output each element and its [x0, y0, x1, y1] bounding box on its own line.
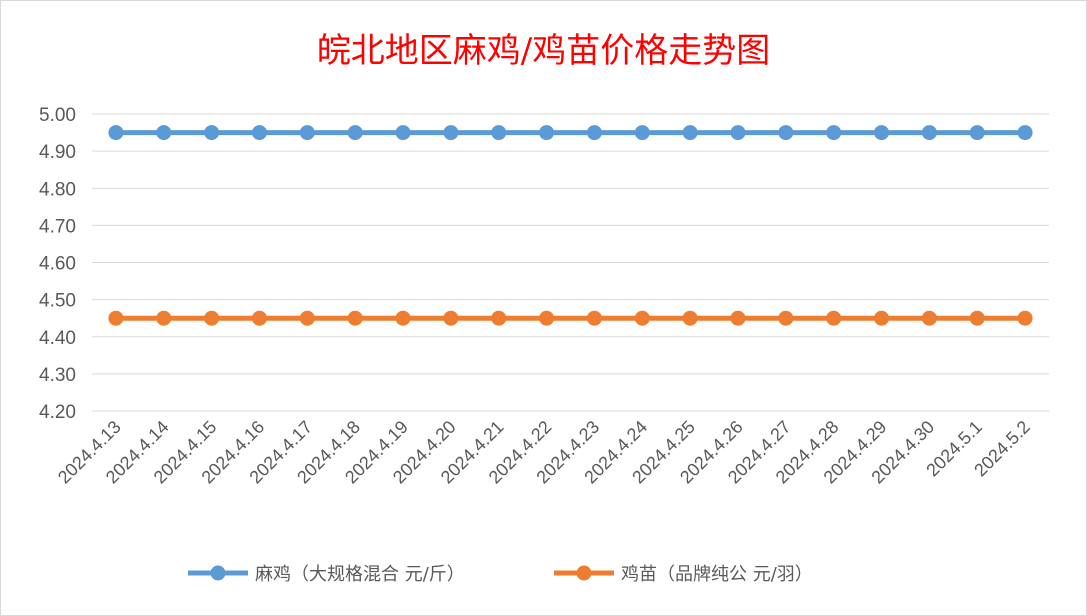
- y-tick-label: 5.00: [39, 105, 76, 126]
- data-point: [299, 310, 315, 326]
- y-tick-label: 4.90: [39, 142, 76, 163]
- x-axis-ticks: 2024.4.132024.4.142024.4.152024.4.162024…: [54, 417, 1034, 488]
- data-point: [874, 125, 890, 141]
- data-point: [778, 125, 794, 141]
- data-point: [108, 125, 124, 141]
- series-2: [108, 310, 1033, 326]
- data-point: [730, 310, 746, 326]
- legend-marker: [576, 565, 592, 581]
- legend-label: 麻鸡（大规格混合 元/斤）: [255, 564, 465, 585]
- data-point: [299, 125, 315, 141]
- data-point: [921, 125, 937, 141]
- data-point: [156, 125, 172, 141]
- series-1: [108, 125, 1033, 141]
- data-point: [491, 310, 507, 326]
- data-point: [251, 310, 267, 326]
- data-point: [826, 310, 842, 326]
- y-axis-ticks: 4.20 4.30 4.40 4.50 4.60 4.70 4.80 4.90 5.00: [39, 105, 76, 423]
- y-tick-label: 4.70: [39, 216, 76, 237]
- data-point: [156, 310, 172, 326]
- data-point: [969, 310, 985, 326]
- data-point: [969, 125, 985, 141]
- y-tick-label: 4.20: [39, 402, 76, 423]
- y-tick-label: 4.60: [39, 254, 76, 275]
- data-point: [251, 125, 267, 141]
- data-point: [395, 125, 411, 141]
- data-point: [730, 125, 746, 141]
- gridlines: [92, 113, 1049, 412]
- data-point: [921, 310, 937, 326]
- data-point: [108, 310, 124, 326]
- legend-marker: [210, 565, 226, 581]
- data-point: [491, 125, 507, 141]
- y-tick-label: 4.50: [39, 291, 76, 312]
- legend-item: 鸡苗（品牌纯公 元/羽）: [554, 564, 813, 585]
- y-tick-label: 4.30: [39, 365, 76, 386]
- data-point: [1017, 125, 1033, 141]
- chart-title: 皖北地区麻鸡/鸡苗价格走势图: [316, 31, 771, 71]
- legend: 麻鸡（大规格混合 元/斤） 鸡苗（品牌纯公 元/羽）: [188, 564, 813, 585]
- data-point: [539, 310, 555, 326]
- data-point: [539, 125, 555, 141]
- data-point: [443, 125, 459, 141]
- data-point: [443, 310, 459, 326]
- legend-item: 麻鸡（大规格混合 元/斤）: [188, 564, 465, 585]
- data-point: [634, 310, 650, 326]
- data-point: [586, 310, 602, 326]
- data-point: [826, 125, 842, 141]
- data-point: [347, 125, 363, 141]
- data-point: [682, 310, 698, 326]
- data-point: [874, 310, 890, 326]
- legend-label: 鸡苗（品牌纯公 元/羽）: [621, 564, 813, 585]
- data-point: [778, 310, 794, 326]
- data-point: [682, 125, 698, 141]
- y-tick-label: 4.40: [39, 328, 76, 349]
- data-point: [395, 310, 411, 326]
- data-point: [204, 310, 220, 326]
- data-point: [347, 310, 363, 326]
- y-tick-label: 4.80: [39, 179, 76, 200]
- data-point: [634, 125, 650, 141]
- series-layer: [108, 125, 1033, 326]
- data-point: [586, 125, 602, 141]
- data-point: [1017, 310, 1033, 326]
- data-point: [204, 125, 220, 141]
